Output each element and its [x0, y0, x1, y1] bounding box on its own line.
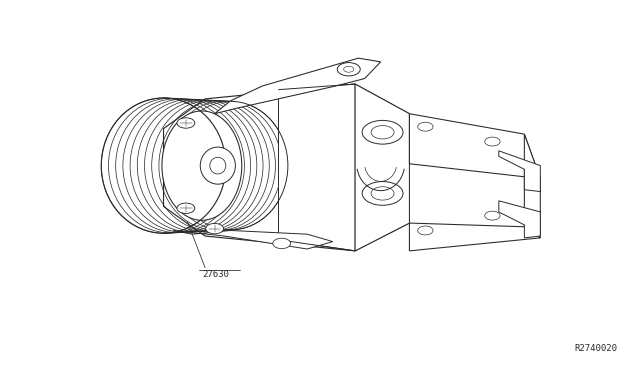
Circle shape [362, 121, 403, 144]
Circle shape [418, 122, 433, 131]
Circle shape [371, 187, 394, 200]
Circle shape [484, 211, 500, 220]
Circle shape [337, 62, 360, 76]
Circle shape [177, 203, 195, 214]
Circle shape [371, 126, 394, 139]
Text: 27630: 27630 [202, 270, 228, 279]
Circle shape [205, 224, 223, 234]
Polygon shape [499, 201, 540, 238]
Circle shape [362, 182, 403, 205]
Polygon shape [214, 58, 381, 114]
Ellipse shape [200, 147, 236, 184]
Polygon shape [164, 84, 410, 251]
Polygon shape [278, 84, 355, 251]
Circle shape [484, 137, 500, 146]
Ellipse shape [162, 111, 242, 220]
Ellipse shape [210, 157, 226, 174]
Circle shape [344, 66, 354, 72]
Polygon shape [410, 114, 540, 179]
Polygon shape [173, 231, 333, 249]
Polygon shape [355, 84, 410, 251]
Text: R2740020: R2740020 [574, 344, 617, 353]
Circle shape [177, 118, 195, 128]
Polygon shape [410, 223, 540, 251]
Circle shape [418, 226, 433, 235]
Polygon shape [499, 151, 540, 192]
Circle shape [273, 238, 291, 248]
Polygon shape [524, 134, 540, 238]
